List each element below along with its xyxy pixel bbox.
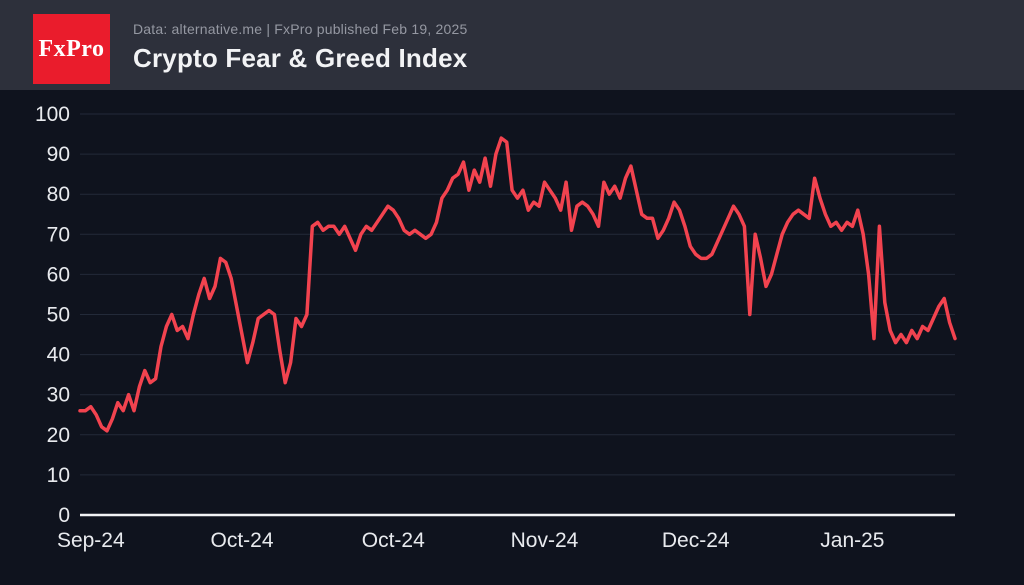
y-axis-label: 90 <box>47 143 70 166</box>
x-axis-label: Nov-24 <box>511 529 579 552</box>
y-axis-label: 20 <box>47 424 70 447</box>
fxpro-logo: FxPro <box>33 14 110 84</box>
header-bar: FxPro Data: alternative.me | FxPro publi… <box>0 0 1024 90</box>
y-axis-label: 60 <box>47 263 70 286</box>
fear-greed-index-line <box>78 136 957 433</box>
page-title: Crypto Fear & Greed Index <box>133 43 468 73</box>
header-text-block: Data: alternative.me | FxPro published F… <box>133 20 467 74</box>
x-axis-label: Jan-25 <box>820 529 884 552</box>
y-axis-label: 40 <box>47 344 70 367</box>
chart-area: 0 10 20 30 40 50 60 70 80 90 100 Sep-24 Oct-24 Oct-24… <box>0 90 1024 585</box>
x-axis-label: Oct-24 <box>211 529 274 552</box>
data-source-caption: Data: alternative.me | FxPro published F… <box>133 21 468 37</box>
x-axis-label: Dec-24 <box>662 529 730 552</box>
y-axis-label: 0 <box>58 504 70 527</box>
y-axis-label: 100 <box>35 103 70 126</box>
y-axis-label: 50 <box>47 304 70 327</box>
fear-greed-line-chart: 0 10 20 30 40 50 60 70 80 90 100 Sep-24 Oct-24 Oct-24… <box>35 103 957 552</box>
y-axis-label: 70 <box>47 223 70 246</box>
fxpro-logo-text: FxPro <box>38 35 105 62</box>
x-axis-label: Sep-24 <box>57 529 125 552</box>
y-axis-label: 80 <box>47 183 70 206</box>
y-axis-label: 30 <box>47 384 70 407</box>
y-axis-label: 10 <box>47 464 70 487</box>
x-axis-label: Oct-24 <box>362 529 425 552</box>
